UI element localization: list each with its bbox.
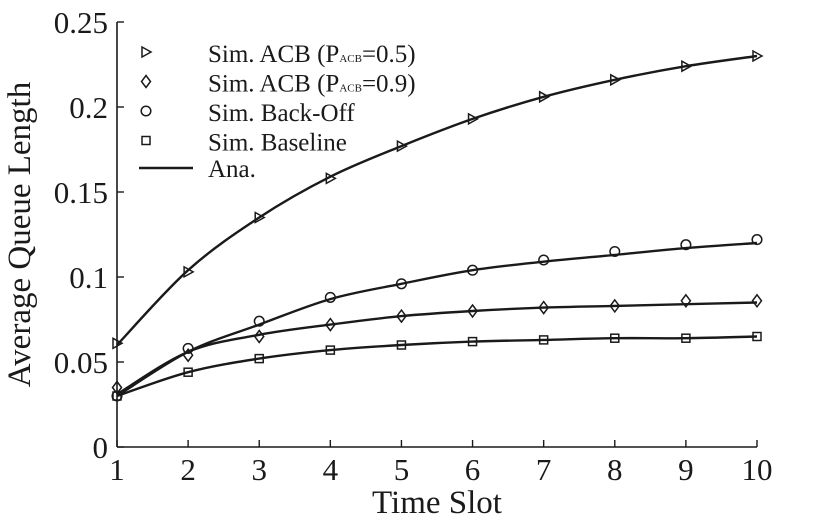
x-tick-label: 10	[742, 452, 773, 487]
analytic-line-1	[116, 301, 758, 396]
data-point-square	[396, 340, 407, 350]
data-point-circle	[680, 239, 692, 251]
data-point-square	[610, 333, 620, 343]
x-tick-label: 8	[607, 452, 623, 487]
legend-entry-label: Sim. ACB (PACB=0.5)	[208, 41, 416, 68]
data-point-triangle-right	[396, 139, 408, 153]
data-point-triangle-right	[610, 73, 622, 87]
data-point-diamond	[111, 380, 123, 395]
data-point-circle	[609, 245, 621, 258]
data-point-circle	[111, 390, 123, 402]
y-tick-label: 0.15	[54, 175, 108, 210]
data-point-diamond	[467, 303, 478, 319]
data-point-triangle-right	[325, 172, 337, 185]
analytic-line-0	[116, 54, 758, 346]
data-point-square	[112, 391, 122, 401]
y-tick-label: 0.25	[54, 5, 108, 40]
data-point-triangle-right	[467, 112, 480, 126]
x-tick-label: 4	[323, 452, 339, 487]
legend-entry-label: Sim. Baseline	[208, 130, 347, 157]
data-point-triangle-right	[112, 337, 124, 350]
legend-marker-diamond	[140, 74, 152, 89]
y-tick-label: 0.1	[69, 260, 108, 295]
data-point-circle	[538, 254, 550, 266]
x-tick-label: 3	[251, 452, 267, 487]
data-point-diamond	[751, 293, 763, 309]
data-point-square	[467, 336, 478, 347]
legend-marker-circle	[140, 105, 152, 117]
data-point-diamond	[680, 293, 692, 309]
legend-marker-square	[141, 135, 151, 146]
x-tick-label: 1	[109, 452, 125, 487]
y-tick-label: 0.05	[54, 345, 108, 380]
data-point-square	[538, 335, 549, 345]
data-point-diamond	[538, 300, 550, 315]
data-point-circle	[324, 291, 336, 303]
y-tick-label: 0	[93, 430, 109, 465]
analytic-line-2	[116, 241, 758, 398]
data-point-triangle-right	[254, 211, 266, 224]
data-point-triangle-right	[183, 265, 195, 279]
data-point-circle	[395, 278, 407, 290]
legend-entry-label: Sim. Back-Off	[208, 100, 355, 127]
data-point-triangle-right	[538, 90, 551, 104]
analytic-line-3	[116, 335, 758, 398]
tick-labels: 1 2 3 4 5 6 7 8 9 10 0 0.05 0.1 0.15 0.2 0.25	[54, 5, 773, 487]
data-point-square	[325, 345, 336, 355]
legend-entry-label: Sim. ACB (PACB=0.9)	[208, 71, 416, 98]
data-point-diamond	[609, 298, 621, 314]
data-point-diamond	[182, 347, 194, 363]
x-axis-label: Time Slot	[372, 485, 502, 521]
data-point-square	[752, 331, 762, 342]
data-point-triangle-right	[752, 49, 764, 63]
data-point-diamond	[253, 329, 265, 344]
analytic-lines	[116, 54, 758, 398]
y-tick-label: 0.2	[69, 90, 108, 125]
legend: Sim. ACB (PACB=0.5)Sim. ACB (PACB=0.9)Si…	[139, 41, 416, 183]
legend-entry-label: Ana.	[208, 156, 256, 183]
data-point-diamond	[396, 308, 407, 324]
x-tick-label: 7	[536, 452, 552, 487]
data-point-circle	[182, 342, 194, 354]
data-point-circle	[467, 264, 479, 276]
data-point-square	[254, 353, 264, 364]
data-point-square	[681, 333, 691, 343]
data-point-diamond	[324, 317, 336, 332]
data-point-square	[183, 367, 193, 377]
simulation-markers	[111, 49, 764, 402]
axes	[116, 22, 757, 448]
x-tick-label: 2	[180, 452, 196, 487]
x-tick-label: 9	[678, 452, 694, 487]
x-tick-label: 6	[465, 452, 481, 487]
x-tick-label: 5	[394, 452, 410, 487]
legend-marker-triangle-right	[141, 45, 153, 59]
data-point-circle	[751, 234, 763, 246]
y-axis-label: Average Queue Length	[2, 81, 38, 387]
data-point-circle	[253, 315, 265, 327]
data-point-triangle-right	[681, 59, 693, 73]
